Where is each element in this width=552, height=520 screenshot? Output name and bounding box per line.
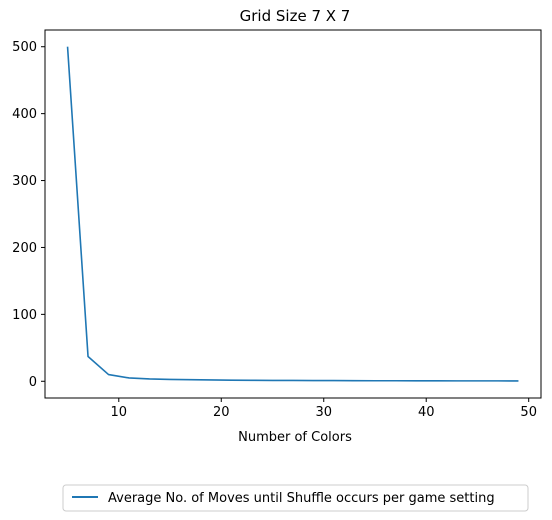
x-tick-label: 10 — [111, 405, 128, 420]
legend-box — [62, 484, 529, 512]
y-tick-label: 0 — [29, 375, 37, 390]
x-tick-label: 30 — [315, 405, 332, 420]
y-tick-label: 500 — [12, 40, 37, 55]
x-axis: 10 20 30 40 50 — [111, 398, 537, 420]
x-axis-label: Number of Colors — [238, 430, 352, 445]
plot-area — [44, 29, 542, 399]
y-tick-label: 200 — [12, 241, 37, 256]
series-line — [66, 46, 519, 382]
y-axis: 0 100 200 300 400 500 — [12, 40, 45, 390]
y-tick-label: 300 — [12, 174, 37, 189]
chart-title: Grid Size 7 X 7 — [240, 7, 351, 25]
series-layer — [66, 46, 519, 382]
plot-border — [44, 29, 542, 399]
legend-label: Average No. of Moves until Shuffle occur… — [108, 491, 495, 506]
x-tick-label: 40 — [418, 405, 435, 420]
legend: Average No. of Moves until Shuffle occur… — [62, 484, 529, 512]
x-tick-label: 20 — [213, 405, 230, 420]
x-tick-label: 50 — [520, 405, 537, 420]
y-tick-label: 400 — [12, 107, 37, 122]
y-tick-label: 100 — [12, 308, 37, 323]
